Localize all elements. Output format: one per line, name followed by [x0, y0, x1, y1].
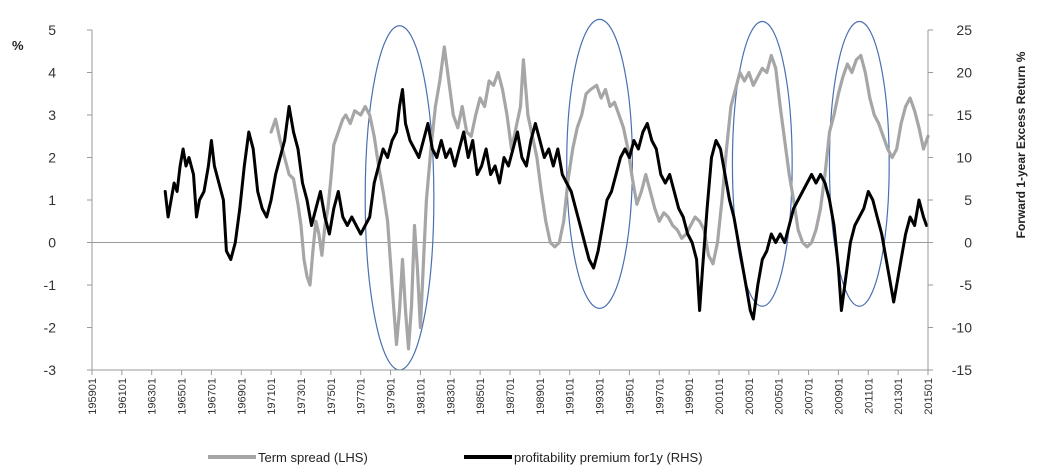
right-tick-label: 10	[956, 150, 972, 166]
x-tick-label: 198701	[505, 378, 517, 415]
right-tick-label: -10	[952, 320, 972, 336]
right-tick-label: 20	[956, 65, 972, 81]
x-tick-label: 200901	[833, 378, 845, 415]
right-axis-title: Forward 1-year Excess Return %	[1014, 51, 1028, 238]
x-tick-label: 200101	[714, 378, 726, 415]
left-tick-label: 0	[48, 235, 56, 251]
profitability-premium-line	[163, 88, 928, 321]
series-lines	[163, 45, 930, 351]
right-tick-label: 0	[964, 235, 972, 251]
x-tick-label: 201301	[893, 378, 905, 415]
x-tick-label: 199301	[595, 378, 607, 415]
right-tick-label: 5	[964, 192, 972, 208]
term-spread-line	[269, 45, 930, 351]
left-axis-unit-label: %	[12, 38, 24, 53]
x-tick-label: 200501	[774, 378, 786, 415]
x-tick-label: 199701	[654, 378, 666, 415]
x-tick-label: 198901	[535, 378, 547, 415]
x-tick-label: 196301	[147, 378, 159, 415]
x-tick-label: 196901	[236, 378, 248, 415]
right-tick-label: 25	[956, 22, 972, 38]
highlight-ellipse	[566, 18, 634, 309]
x-tick-label: 197701	[356, 378, 368, 415]
highlight-ellipse	[731, 20, 793, 307]
x-tick-label: 195901	[87, 378, 99, 415]
left-tick-label: -3	[44, 362, 57, 378]
x-tick-label: 197301	[296, 378, 308, 415]
right-tick-label: -15	[952, 362, 972, 378]
x-tick-label: 199101	[565, 378, 577, 415]
x-tick-label: 198501	[475, 378, 487, 415]
right-tick-label: 15	[956, 107, 972, 123]
legend: Term spread (LHS) profitability premium …	[208, 450, 703, 465]
right-tick-label: -5	[960, 277, 973, 293]
left-tick-label: 2	[48, 150, 56, 166]
x-tick-label: 201101	[863, 378, 875, 414]
legend-label-term-spread: Term spread (LHS)	[258, 450, 368, 465]
x-tick-label: 200701	[804, 378, 816, 415]
x-tick-label: 196101	[117, 378, 129, 415]
left-tick-label: -1	[44, 277, 57, 293]
legend-label-profitability-premium: profitability premium for1y (RHS)	[514, 450, 703, 465]
x-tick-label: 197901	[386, 378, 398, 415]
x-tick-label: 200301	[744, 378, 756, 415]
x-tick-label: 198301	[445, 378, 457, 415]
x-tick-label: 197501	[326, 378, 338, 415]
left-tick-label: 4	[48, 65, 56, 81]
left-tick-label: 3	[48, 107, 56, 123]
x-tick-label: 199501	[624, 378, 636, 415]
x-tick-label: 196701	[206, 378, 218, 415]
left-tick-label: 5	[48, 22, 56, 38]
x-tick-label: 199901	[684, 378, 696, 415]
x-tick-label: 197101	[266, 378, 278, 415]
x-tick-label: 201501	[923, 378, 935, 415]
x-tick-label: 196501	[177, 378, 189, 415]
left-tick-label: 1	[48, 192, 56, 208]
highlight-ellipses	[364, 18, 890, 371]
left-tick-label: -2	[44, 320, 57, 336]
x-tick-label: 198101	[415, 378, 427, 415]
highlight-ellipse	[828, 20, 890, 307]
